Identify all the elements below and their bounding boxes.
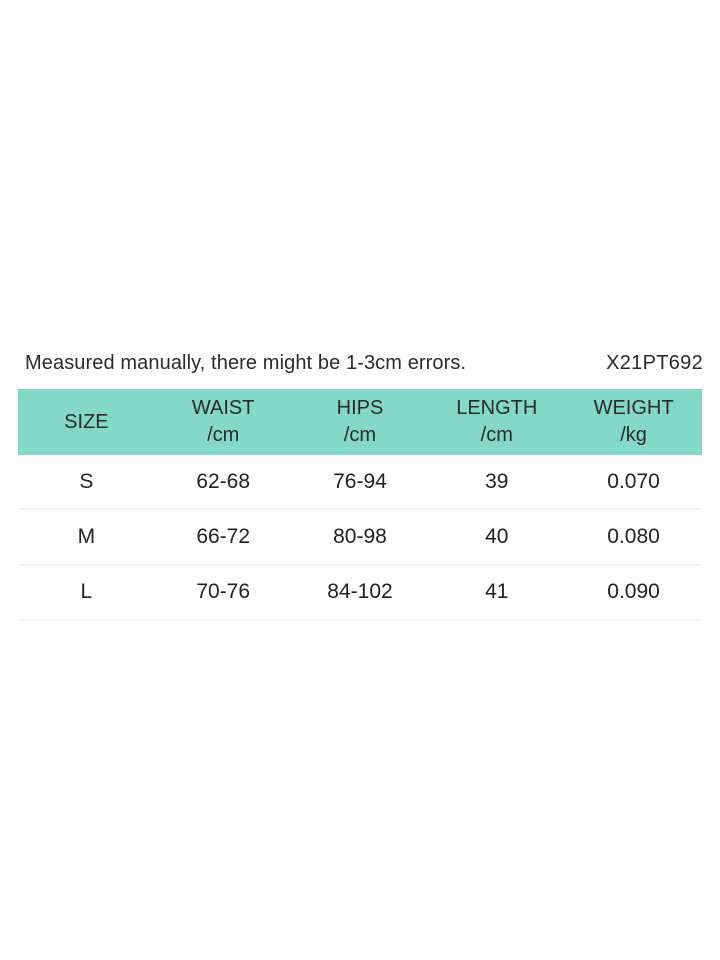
- table-header-row: SIZE WAIST /cm HIPS /cm LENGTH /cm WEIGH…: [18, 389, 702, 455]
- cell-weight: 0.080: [607, 524, 660, 548]
- measurement-note: Measured manually, there might be 1-3cm …: [25, 352, 467, 374]
- cell-waist: 70-76: [196, 580, 251, 604]
- header-unit: /cm: [207, 424, 240, 446]
- header-unit: /kg: [620, 424, 647, 446]
- product-code: X21PT692: [606, 352, 703, 374]
- cell-length: 40: [485, 524, 509, 548]
- cell-hips: 80-98: [333, 524, 387, 548]
- table-row-s: S 62-68 76-94 39 0.070: [18, 455, 702, 511]
- header-label: LENGTH: [456, 397, 538, 419]
- cell-waist: 62-68: [196, 469, 251, 493]
- cell-hips: 76-94: [333, 469, 387, 493]
- size-chart-table: SIZE WAIST /cm HIPS /cm LENGTH /cm WEIGH…: [18, 389, 702, 621]
- header-cell-size: SIZE: [18, 389, 155, 455]
- cell-waist: 66-72: [196, 524, 251, 548]
- header-label: SIZE: [64, 410, 109, 433]
- header-label: WAIST: [191, 397, 255, 419]
- note-row: Measured manually, there might be 1-3cm …: [25, 350, 703, 376]
- cell-size: L: [80, 580, 93, 604]
- cell-length: 41: [485, 580, 509, 604]
- header-unit: /cm: [343, 424, 377, 446]
- header-cell-weight: WEIGHT /kg: [565, 389, 702, 455]
- cell-weight: 0.070: [607, 469, 660, 493]
- header-cell-hips: HIPS /cm: [292, 389, 429, 455]
- header-cell-waist: WAIST /cm: [155, 389, 292, 455]
- cell-size: S: [79, 469, 94, 493]
- header-unit: /cm: [480, 424, 513, 446]
- cell-hips: 84-102: [327, 580, 393, 604]
- cell-length: 39: [485, 469, 509, 493]
- table-row-l: L 70-76 84-102 41 0.090: [18, 566, 702, 621]
- header-label: WEIGHT: [593, 397, 674, 419]
- cell-size: M: [77, 524, 96, 548]
- header-label: HIPS: [336, 397, 384, 419]
- cell-weight: 0.090: [607, 580, 660, 604]
- header-cell-length: LENGTH /cm: [428, 389, 565, 455]
- table-row-m: M 66-72 80-98 40 0.080: [18, 510, 702, 566]
